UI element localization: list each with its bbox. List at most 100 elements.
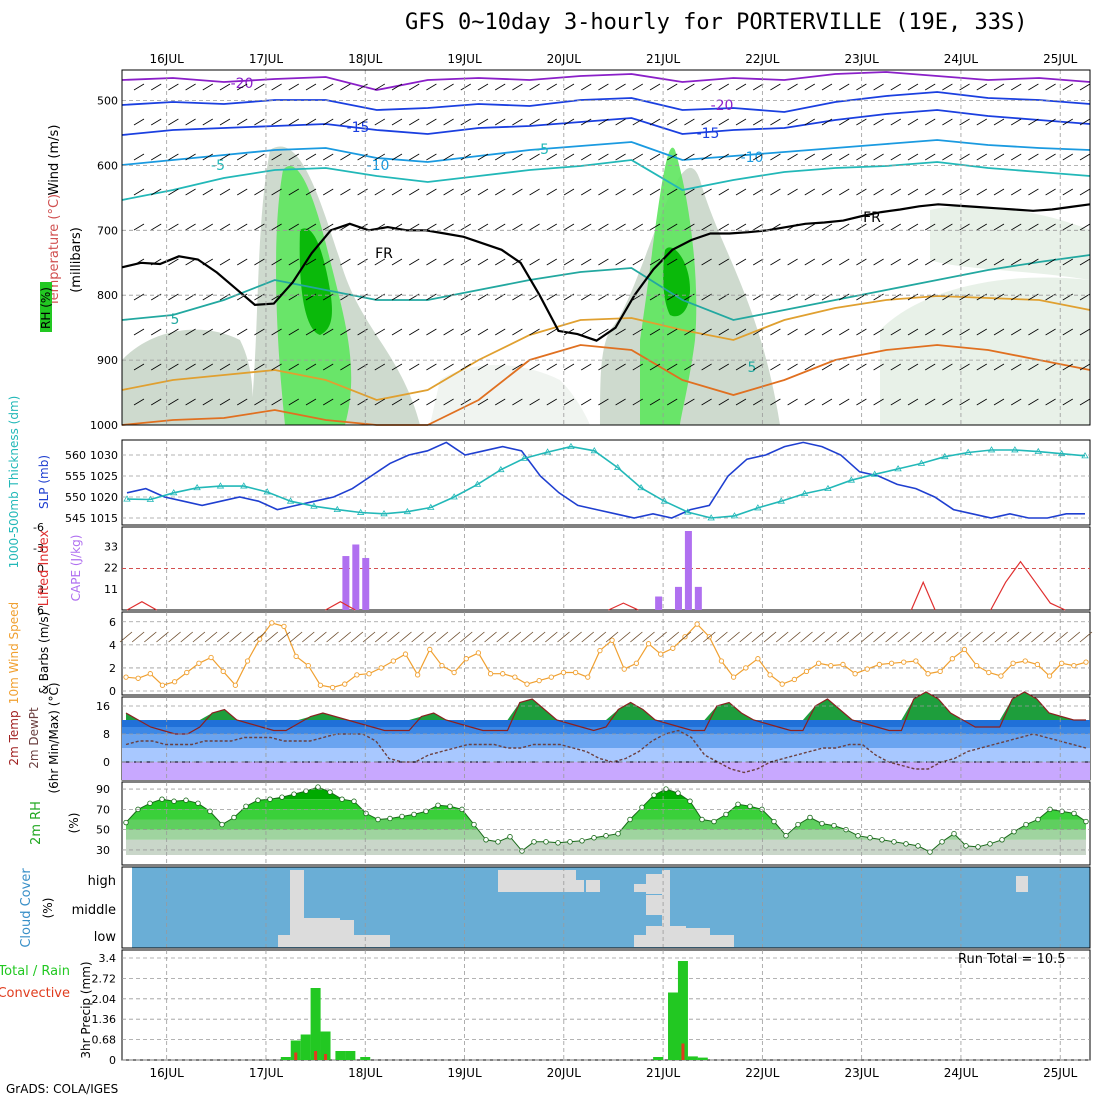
contour-label: 5 [171, 312, 180, 328]
thickness-series-marker [240, 482, 248, 489]
wind-barb [563, 223, 575, 231]
precip-run-total: Run Total = 10.5 [958, 952, 1066, 967]
thickness-series-marker [263, 488, 271, 495]
wind-speed-marker [329, 684, 336, 691]
y-tick-label-precip: 0.68 [92, 1034, 117, 1047]
thickness-series-marker [567, 442, 575, 449]
wind-barb [684, 118, 695, 126]
dewpoint-line [125, 729, 1087, 774]
wind-barb [271, 223, 282, 231]
wind-barb [1028, 118, 1039, 126]
cape-bar [352, 544, 360, 610]
contour-label: 5 [748, 360, 757, 376]
wind-barb [580, 153, 592, 161]
wind-barb [735, 398, 747, 406]
x-tick-label-bottom: 22JUL [745, 1066, 780, 1080]
wind-barb [546, 328, 558, 336]
wind-barb [821, 398, 833, 406]
wind-barb [993, 258, 1005, 266]
wind-barb [512, 363, 523, 371]
rh-marker [363, 810, 369, 817]
wind-speed-marker [986, 669, 992, 676]
wind-barb-10m [229, 631, 242, 643]
rh-marker [771, 818, 777, 825]
wind-barb [873, 328, 884, 336]
wind-barb [529, 153, 540, 161]
wind-barb [150, 328, 162, 336]
wind-barb [959, 83, 970, 91]
temp-band-below-zero [122, 762, 1090, 780]
wind-barb [976, 258, 988, 266]
wind-barb [666, 398, 678, 406]
wind-barb [959, 398, 970, 406]
wind-barb-10m [861, 631, 874, 643]
rh-marker [939, 839, 945, 845]
wind-barb [684, 328, 695, 336]
wind-speed-marker [475, 650, 482, 656]
y-tick-label-temp: 8 [103, 728, 110, 741]
wind-barb [1010, 83, 1022, 91]
x-tick-label-top: 22JUL [745, 52, 780, 66]
wind-speed-marker [439, 662, 445, 669]
wind-barb [993, 398, 1005, 406]
wind-barb [632, 363, 644, 371]
wind-speed-marker [244, 658, 251, 664]
wind-barb-10m [532, 631, 546, 643]
wind-barb [185, 398, 196, 406]
axis-label-rh2m: 2m RH [29, 801, 44, 845]
wind-barb [219, 363, 231, 371]
wind-barb [426, 83, 437, 91]
rh-band [126, 819, 1086, 830]
wind-barb [391, 258, 403, 266]
wind-barb-10m [399, 631, 412, 643]
rh-shading [430, 365, 590, 425]
wind-barb [1079, 328, 1091, 336]
wind-barb [1028, 153, 1039, 161]
wind-speed-marker [1010, 660, 1016, 666]
wind-barb [202, 328, 214, 336]
wind-barb [666, 363, 678, 371]
cape-bar [674, 586, 682, 610]
wind-barb [890, 258, 902, 266]
wind-barb [838, 118, 850, 126]
cloud-block [662, 870, 670, 946]
rh-marker [159, 796, 165, 802]
thickness-series-marker [356, 508, 365, 515]
wind-barb-10m [703, 631, 716, 643]
axis-label-rh-pct: (%) [67, 813, 81, 834]
wind-barb [735, 258, 747, 266]
wind-barb [976, 398, 988, 406]
wind-barb [942, 223, 953, 231]
wind-barb [666, 83, 678, 91]
rh-marker [543, 839, 549, 845]
wind-barb [649, 223, 661, 231]
isotherm-line [121, 344, 1091, 426]
wind-barb [236, 188, 248, 196]
wind-barb [460, 118, 472, 126]
wind-barb [185, 118, 196, 126]
wind-barb [907, 328, 919, 336]
wind-barb [1028, 363, 1039, 371]
wind-barb [494, 223, 506, 231]
chart-title: GFS 0~10day 3-hourly for PORTERVILLE (19… [405, 10, 1028, 35]
wind-barb [254, 328, 265, 336]
wind-barb [873, 223, 884, 231]
thickness-series-marker [427, 503, 435, 510]
wind-barb [271, 363, 282, 371]
wind-barb [477, 83, 489, 91]
wind-barb [890, 223, 902, 231]
wind-barb [873, 83, 884, 91]
wind-barb [374, 118, 386, 126]
wind-barb [787, 363, 798, 371]
thickness-series-marker [123, 495, 131, 502]
wind-barb [787, 153, 798, 161]
wind-barb [718, 328, 730, 336]
rh-marker [999, 837, 1005, 843]
wind-speed-marker [840, 661, 846, 668]
wind-barb-10m [569, 631, 582, 643]
rh-marker [207, 808, 213, 815]
thickness-series-marker [450, 493, 458, 500]
wind-barb [993, 118, 1005, 126]
wind-barb [512, 223, 523, 231]
wind-barb [873, 188, 884, 196]
